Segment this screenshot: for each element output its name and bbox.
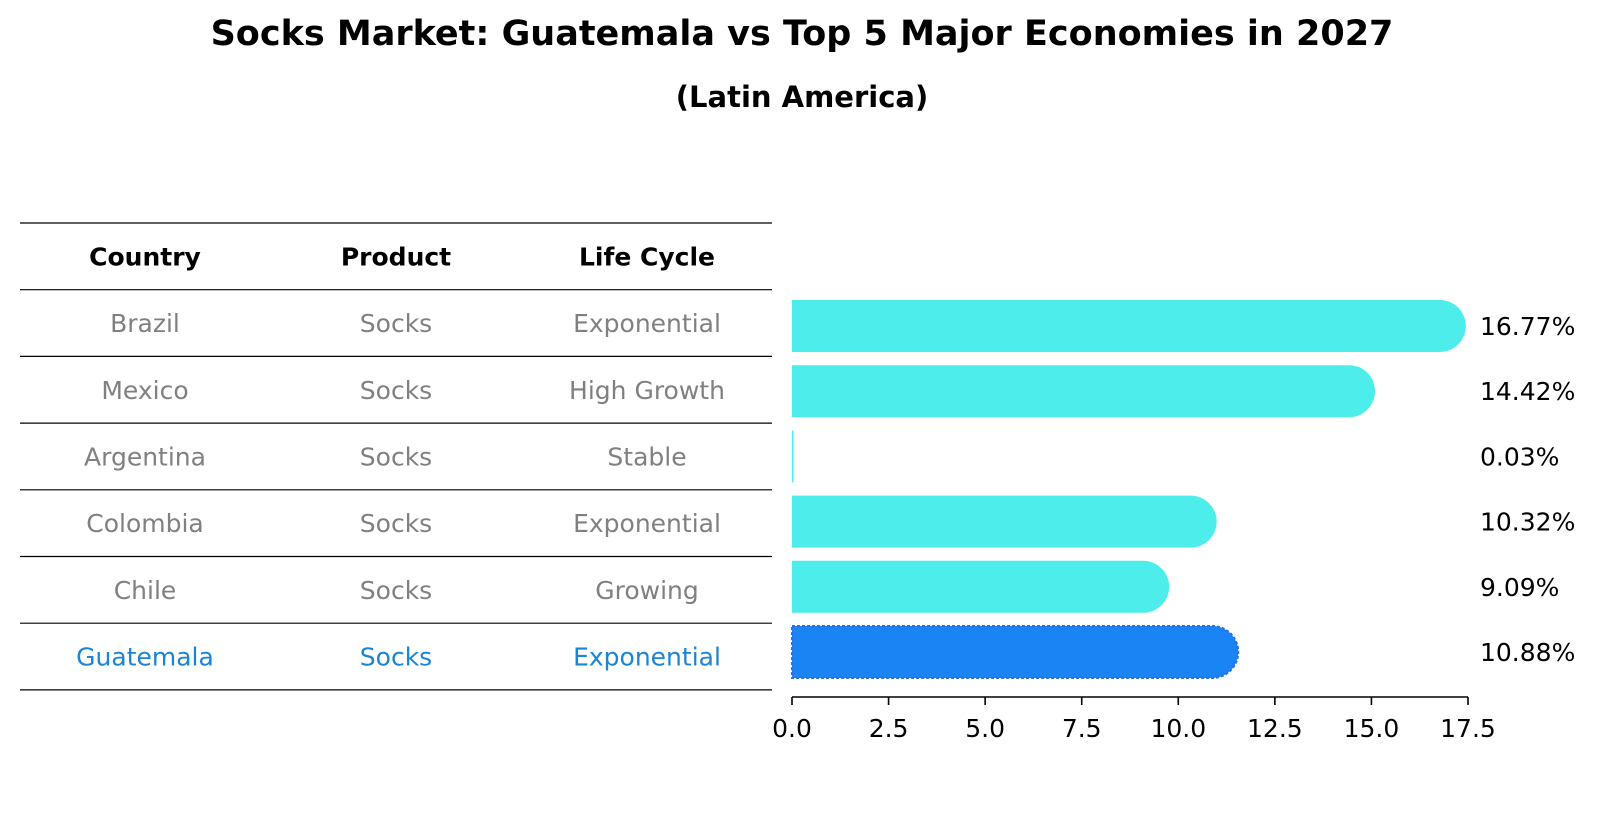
- table-cell: Growing: [595, 576, 699, 605]
- value-label: 0.03%: [1480, 442, 1559, 471]
- table-cell: Socks: [360, 576, 432, 605]
- x-tick-label: 2.5: [869, 714, 909, 743]
- value-label: 16.77%: [1480, 312, 1575, 341]
- value-label: 10.32%: [1480, 508, 1575, 537]
- table-cell: Brazil: [110, 309, 180, 338]
- table-cell: Exponential: [573, 643, 721, 672]
- table-header-cell: Product: [341, 242, 451, 271]
- table-cell: Socks: [360, 309, 432, 338]
- bar-chile: [792, 560, 1170, 613]
- data-table: Country Product Life Cycle Brazil Socks Expon…: [20, 222, 772, 691]
- table-cell: Chile: [114, 576, 177, 605]
- value-label: 10.88%: [1480, 638, 1575, 667]
- x-axis: 0.0 2.5 5.0 7.5 10.0 12.5 15.0 17.5: [772, 696, 1496, 743]
- table-header-cell: Country: [89, 242, 201, 271]
- x-tick-label: 7.5: [1062, 714, 1102, 743]
- value-label: 9.09%: [1480, 573, 1559, 602]
- table-cell: Argentina: [84, 442, 206, 471]
- chart-title: Socks Market: Guatemala vs Top 5 Major E…: [210, 14, 1394, 54]
- table-cell: Mexico: [101, 376, 188, 405]
- table-cell: High Growth: [569, 376, 725, 405]
- bar-mexico: [792, 365, 1375, 418]
- value-label: 14.42%: [1480, 377, 1575, 406]
- bar-colombia: [792, 495, 1217, 548]
- bar-guatemala: [791, 625, 1240, 679]
- x-tick-label: 10.0: [1150, 714, 1206, 743]
- chart-subtitle: (Latin America): [675, 80, 929, 114]
- table-cell: Socks: [360, 376, 432, 405]
- bar-argentina: [792, 430, 794, 483]
- x-tick-label: 5.0: [965, 714, 1005, 743]
- table-cell: Socks: [360, 442, 432, 471]
- bar-plot: [791, 300, 1466, 679]
- table-cell: Stable: [607, 442, 686, 471]
- x-tick-label: 15.0: [1344, 714, 1400, 743]
- x-tick-label: 17.5: [1440, 714, 1496, 743]
- table-cell: Socks: [360, 509, 432, 538]
- bar-brazil: [792, 300, 1466, 352]
- x-tick-label: 0.0: [772, 714, 812, 743]
- table-cell: Colombia: [86, 509, 203, 538]
- table-cell: Guatemala: [76, 643, 214, 672]
- table-cell: Socks: [360, 643, 432, 672]
- table-cell: Exponential: [573, 509, 721, 538]
- table-cell: Exponential: [573, 309, 721, 338]
- x-tick-label: 12.5: [1247, 714, 1303, 743]
- value-labels: 16.77% 14.42% 0.03% 10.32% 9.09% 10.88%: [1480, 312, 1575, 667]
- table-header-cell: Life Cycle: [579, 242, 715, 271]
